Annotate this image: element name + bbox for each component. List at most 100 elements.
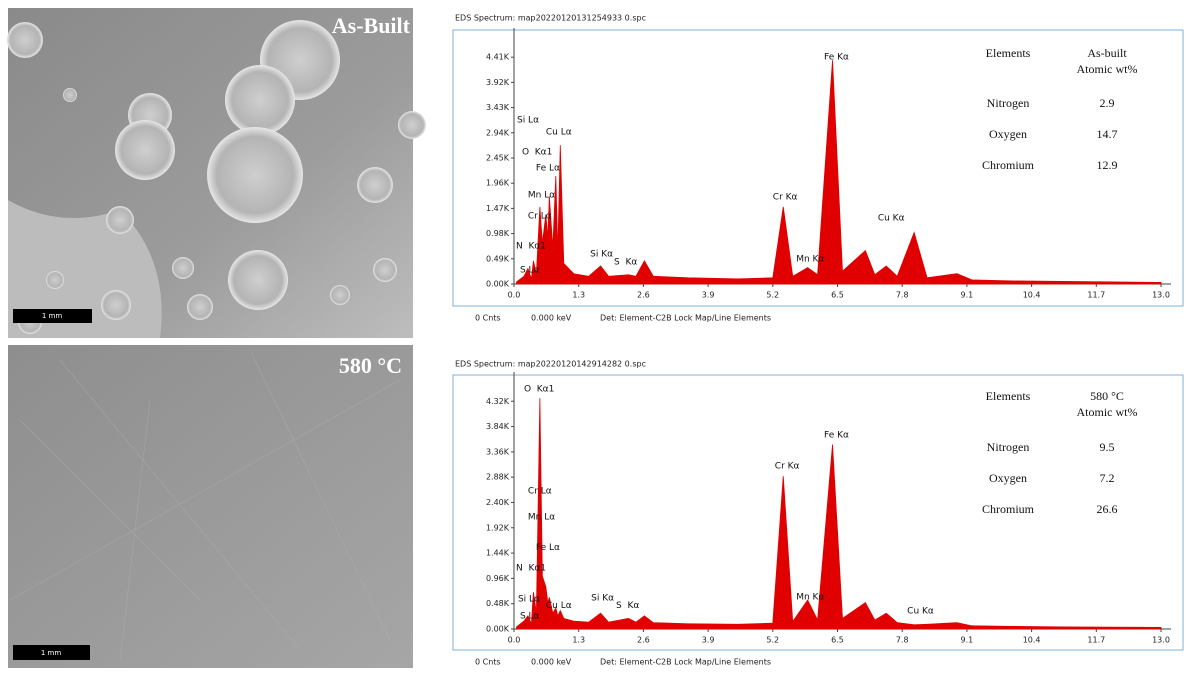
x-tick-label: 9.1 — [961, 636, 974, 645]
scale-bar-label: 1 mm — [42, 312, 62, 320]
peak-label: Cr Lα — [528, 486, 552, 496]
y-tick-label: 3.43K — [486, 103, 510, 112]
x-tick-label: 9.1 — [961, 291, 974, 300]
y-tick-label: 3.92K — [486, 78, 510, 87]
table-cell: 2.9 — [1100, 96, 1115, 110]
peak-label: S Kα — [616, 601, 639, 611]
table-cell: Nitrogen — [987, 440, 1030, 454]
y-tick-label: 2.45K — [486, 153, 510, 162]
x-tick-label: 7.8 — [896, 636, 909, 645]
x-tick-label: 3.9 — [702, 291, 715, 300]
y-tick-label: 0.00K — [486, 625, 510, 634]
scale-bar-label: 1 mm — [41, 649, 61, 657]
eds-chart: EDS Spectrum: map20220120131254933 0.spc… — [453, 14, 1183, 323]
x-tick-label: 11.7 — [1087, 636, 1105, 645]
x-tick-label: 10.4 — [1023, 291, 1041, 300]
peak-label: Cu Lα — [546, 601, 572, 611]
footer-text: Det: Element-C2B Lock Map/Line Elements — [600, 658, 771, 667]
table-header: 580 °C — [1090, 389, 1124, 403]
x-tick-label: 3.9 — [702, 636, 715, 645]
x-tick-label: 6.5 — [831, 636, 844, 645]
table-header: Elements — [986, 46, 1031, 60]
table-cell: Oxygen — [989, 127, 1027, 141]
y-tick-label: 0.98K — [486, 229, 510, 238]
peak-label: S Kα — [614, 257, 637, 267]
peak-label: N Kα1 — [516, 241, 546, 251]
y-tick-label: 0.49K — [486, 254, 510, 263]
x-tick-label: 5.2 — [766, 291, 779, 300]
table-cell: 9.5 — [1100, 440, 1115, 454]
y-tick-label: 0.00K — [486, 280, 510, 289]
x-tick-label: 13.0 — [1152, 291, 1170, 300]
sem-image: 1 mm 580 °C — [8, 345, 413, 668]
table-cell: Nitrogen — [987, 96, 1030, 110]
peak-label: Cu Kα — [878, 214, 905, 224]
table-header: As-built — [1087, 46, 1127, 60]
peak-label: S Lα — [520, 611, 540, 621]
peak-label: Fe Kα — [824, 53, 849, 63]
peak-label: Mn Kα — [796, 592, 824, 602]
peak-label: Cu Lα — [546, 127, 572, 137]
x-tick-label: 10.4 — [1023, 636, 1041, 645]
table-cell: Chromium — [982, 158, 1035, 172]
x-tick-label: 11.7 — [1087, 291, 1105, 300]
sem-image: 1 mm As-Built — [7, 8, 426, 338]
peak-label: S Lα — [520, 266, 540, 276]
footer-text: 0 Cnts — [475, 314, 501, 323]
peak-label: Fe Lα — [536, 543, 560, 553]
figure: 1 mm As-Built 1 mm 580 °C EDS Spectrum: … — [0, 0, 1186, 673]
table-header: Elements — [986, 389, 1031, 403]
table-cell: Chromium — [982, 502, 1035, 516]
y-tick-label: 1.44K — [486, 549, 510, 558]
peak-label: Si Lα — [517, 115, 539, 125]
x-tick-label: 1.3 — [572, 636, 585, 645]
table-header: Atomic wt% — [1077, 62, 1138, 76]
peak-label: Si Kα — [591, 593, 614, 603]
peak-label: Mn Lα — [528, 191, 555, 201]
peak-label: O Kα1 — [522, 147, 552, 157]
y-tick-label: 2.94K — [486, 128, 510, 137]
y-tick-label: 1.96K — [486, 179, 510, 188]
table-cell: 14.7 — [1097, 127, 1118, 141]
peak-label: Mn Lα — [528, 513, 555, 523]
y-tick-label: 4.41K — [486, 53, 510, 62]
peak-label: Cr Kα — [773, 193, 798, 203]
x-tick-label: 0.0 — [508, 291, 521, 300]
chart-title: EDS Spectrum: map20220120142914282 0.spc — [455, 360, 646, 369]
y-tick-label: 2.40K — [486, 498, 510, 507]
peak-label: Si Lα — [518, 594, 540, 604]
table-cell: 12.9 — [1097, 158, 1118, 172]
footer-text: 0.000 keV — [531, 314, 572, 323]
peak-label: Cu Kα — [907, 607, 934, 617]
peak-label: Fe Kα — [824, 430, 849, 440]
table-cell: 26.6 — [1097, 502, 1118, 516]
footer-text: 0 Cnts — [475, 658, 501, 667]
x-tick-label: 1.3 — [572, 291, 585, 300]
peak-label: Mn Kα — [796, 254, 824, 264]
x-tick-label: 6.5 — [831, 291, 844, 300]
x-tick-label: 0.0 — [508, 636, 521, 645]
footer-text: Det: Element-C2B Lock Map/Line Elements — [600, 314, 771, 323]
x-tick-label: 7.8 — [896, 291, 909, 300]
peak-label: Fe Lα — [536, 163, 560, 173]
y-tick-label: 1.92K — [486, 523, 510, 532]
image-label: 580 °C — [339, 353, 402, 378]
y-tick-label: 4.32K — [486, 397, 510, 406]
y-tick-label: 2.88K — [486, 473, 510, 482]
peak-label: Si Kα — [590, 250, 613, 260]
y-tick-label: 3.84K — [486, 422, 510, 431]
table-header: Atomic wt% — [1077, 405, 1138, 419]
eds-chart: EDS Spectrum: map20220120142914282 0.spc… — [453, 360, 1183, 667]
x-tick-label: 5.2 — [766, 636, 779, 645]
x-tick-label: 2.6 — [637, 291, 650, 300]
peak-label: Cr Kα — [775, 462, 800, 472]
peak-label: O Kα1 — [524, 385, 554, 395]
table-cell: Oxygen — [989, 471, 1027, 485]
image-label: As-Built — [332, 13, 411, 38]
footer-text: 0.000 keV — [531, 658, 572, 667]
x-tick-label: 13.0 — [1152, 636, 1170, 645]
x-tick-label: 2.6 — [637, 636, 650, 645]
page: 1 mm As-Built 1 mm 580 °C EDS Spectrum: … — [0, 0, 1186, 673]
y-tick-label: 0.48K — [486, 599, 510, 608]
chart-title: EDS Spectrum: map20220120131254933 0.spc — [455, 14, 646, 23]
